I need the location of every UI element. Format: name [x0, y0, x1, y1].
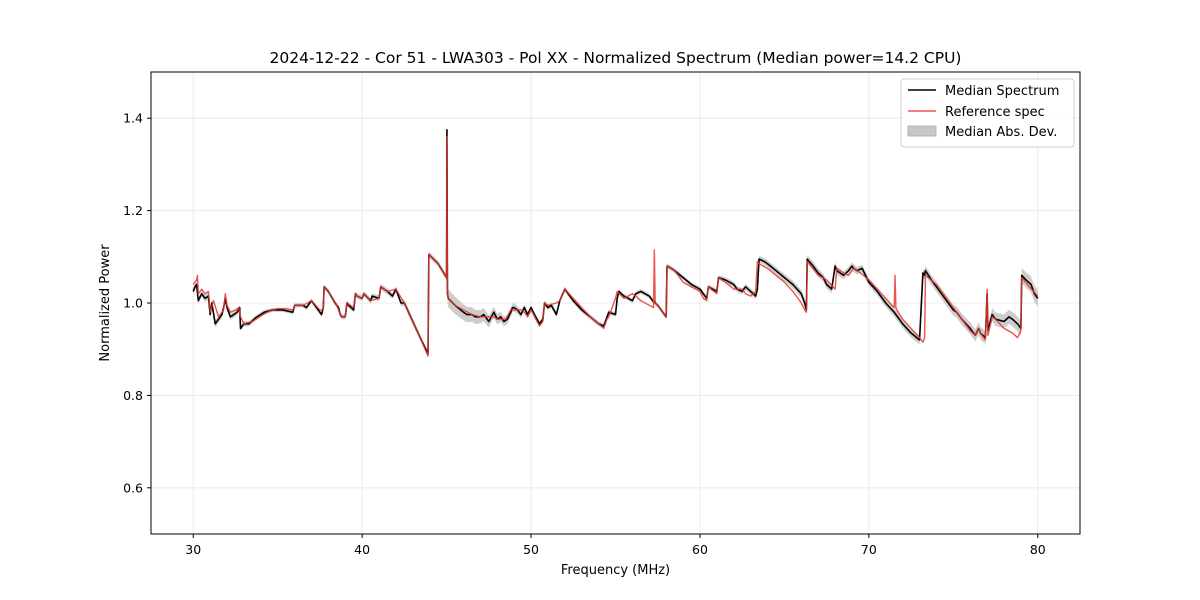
legend: Median Spectrum Reference spec Median Ab…	[900, 78, 1075, 148]
legend-label-mad: Median Abs. Dev.	[945, 125, 1057, 140]
series-layer	[192, 128, 1039, 357]
x-axis-label: Frequency (MHz)	[561, 563, 670, 578]
series-line-reference	[192, 135, 1039, 357]
legend-swatch-mad	[907, 125, 937, 137]
y-axis-ticks: 0.6 0.8 1.0 1.2 1.4	[123, 111, 151, 495]
legend-label-reference: Reference spec	[945, 105, 1045, 120]
x-tick-label-5: 80	[1030, 542, 1046, 557]
y-tick-label-0: 0.6	[123, 480, 143, 495]
y-tick-label-1: 0.8	[123, 388, 143, 403]
y-tick-label-4: 1.4	[123, 111, 143, 126]
x-axis-ticks: 30 40 50 60 70 80	[185, 534, 1046, 557]
y-tick-label-2: 1.0	[123, 296, 143, 311]
x-tick-label-2: 50	[523, 542, 539, 557]
x-tick-label-4: 70	[861, 542, 877, 557]
y-tick-label-3: 1.2	[123, 203, 143, 218]
series-line-median	[192, 128, 1039, 355]
mad-band	[193, 124, 1038, 357]
x-tick-label-3: 60	[692, 542, 708, 557]
legend-box	[900, 78, 1075, 148]
x-tick-label-0: 30	[185, 542, 201, 557]
y-axis-label: Normalized Power	[98, 244, 113, 362]
legend-label-median: Median Spectrum	[945, 84, 1059, 99]
mad-band-layer	[193, 124, 1038, 357]
chart-title: 2024-12-22 - Cor 51 - LWA303 - Pol XX - …	[270, 49, 962, 67]
x-tick-label-1: 40	[354, 542, 370, 557]
